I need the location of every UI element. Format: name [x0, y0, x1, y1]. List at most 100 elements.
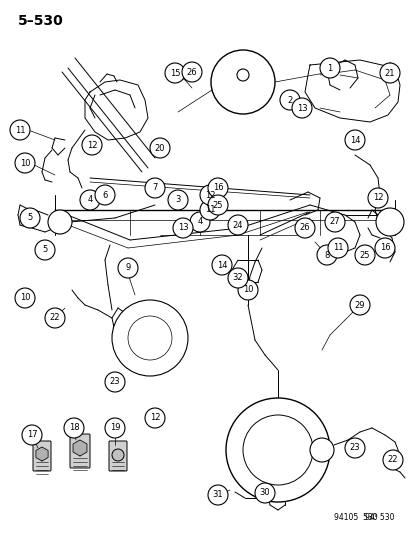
Circle shape [80, 190, 100, 210]
Circle shape [236, 69, 248, 81]
Circle shape [199, 200, 219, 220]
Circle shape [150, 138, 170, 158]
Text: 23: 23 [349, 443, 359, 453]
Text: 32: 32 [232, 273, 243, 282]
Text: 30: 30 [259, 489, 270, 497]
Text: 12: 12 [204, 190, 215, 199]
Circle shape [48, 210, 72, 234]
Circle shape [324, 212, 344, 232]
Text: 2: 2 [287, 95, 292, 104]
Text: 12: 12 [87, 141, 97, 149]
Text: 3: 3 [175, 196, 180, 205]
Text: 10: 10 [242, 286, 253, 295]
Text: 13: 13 [177, 223, 188, 232]
Text: 5–530: 5–530 [18, 14, 64, 28]
Text: 12: 12 [150, 414, 160, 423]
Text: 29: 29 [354, 301, 364, 310]
Circle shape [145, 408, 165, 428]
Text: 25: 25 [359, 251, 369, 260]
Text: 19: 19 [109, 424, 120, 432]
Text: 8: 8 [323, 251, 329, 260]
Text: 5: 5 [27, 214, 33, 222]
Circle shape [279, 90, 299, 110]
Circle shape [354, 245, 374, 265]
Circle shape [118, 258, 138, 278]
Circle shape [375, 208, 403, 236]
Text: 7: 7 [152, 183, 157, 192]
Circle shape [168, 190, 188, 210]
Text: 12: 12 [372, 193, 382, 203]
Circle shape [145, 178, 165, 198]
Text: 20: 20 [154, 143, 165, 152]
Circle shape [173, 218, 192, 238]
Circle shape [254, 483, 274, 503]
Circle shape [349, 295, 369, 315]
Circle shape [95, 185, 115, 205]
Circle shape [22, 425, 42, 445]
Circle shape [207, 178, 228, 198]
Circle shape [344, 438, 364, 458]
Circle shape [294, 218, 314, 238]
Circle shape [382, 450, 402, 470]
Text: 11: 11 [15, 125, 25, 134]
Text: 6: 6 [102, 190, 107, 199]
Circle shape [15, 288, 35, 308]
Text: 26: 26 [186, 68, 197, 77]
Text: 10: 10 [20, 158, 30, 167]
Text: 16: 16 [379, 244, 389, 253]
Circle shape [309, 438, 333, 462]
FancyBboxPatch shape [109, 441, 127, 471]
Circle shape [10, 120, 30, 140]
FancyBboxPatch shape [33, 441, 51, 471]
Circle shape [35, 240, 55, 260]
Circle shape [211, 255, 231, 275]
Circle shape [344, 130, 364, 150]
Circle shape [105, 418, 125, 438]
Circle shape [182, 62, 202, 82]
Circle shape [112, 300, 188, 376]
Text: 5: 5 [42, 246, 47, 254]
Text: 23: 23 [109, 377, 120, 386]
Circle shape [374, 238, 394, 258]
Polygon shape [73, 440, 87, 456]
Circle shape [242, 415, 312, 485]
Text: 4: 4 [197, 217, 202, 227]
Circle shape [207, 485, 228, 505]
Text: 15: 15 [169, 69, 180, 77]
Circle shape [319, 58, 339, 78]
Circle shape [190, 212, 209, 232]
Text: 14: 14 [216, 261, 227, 270]
Text: 94105  530: 94105 530 [334, 513, 377, 522]
Text: 94ᴵᴵ 530: 94ᴵᴵ 530 [365, 513, 394, 522]
Circle shape [64, 418, 84, 438]
Text: 16: 16 [212, 183, 223, 192]
Polygon shape [36, 447, 48, 461]
Text: 11: 11 [204, 206, 215, 214]
Circle shape [20, 208, 40, 228]
Text: 22: 22 [387, 456, 397, 464]
Circle shape [211, 50, 274, 114]
Text: 24: 24 [232, 221, 243, 230]
Text: 18: 18 [69, 424, 79, 432]
Circle shape [327, 238, 347, 258]
Text: 22: 22 [50, 313, 60, 322]
Text: 14: 14 [349, 135, 359, 144]
Text: 26: 26 [299, 223, 310, 232]
Text: 10: 10 [20, 294, 30, 303]
Text: 9: 9 [125, 263, 131, 272]
Circle shape [105, 372, 125, 392]
Circle shape [128, 316, 171, 360]
Circle shape [228, 215, 247, 235]
FancyBboxPatch shape [70, 434, 90, 468]
Circle shape [112, 449, 124, 461]
Text: 11: 11 [332, 244, 342, 253]
Circle shape [199, 185, 219, 205]
Text: 27: 27 [329, 217, 339, 227]
Text: 4: 4 [87, 196, 93, 205]
Text: 31: 31 [212, 490, 223, 499]
Circle shape [228, 268, 247, 288]
Circle shape [207, 195, 228, 215]
Text: 13: 13 [296, 103, 306, 112]
Circle shape [367, 188, 387, 208]
Text: 17: 17 [26, 431, 37, 440]
